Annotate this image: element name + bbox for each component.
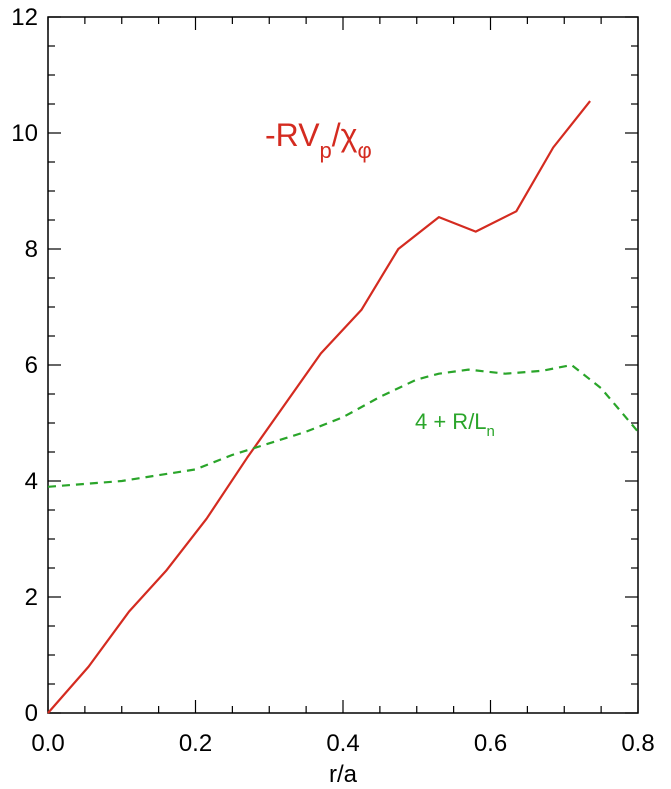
series-label-red-slash: /χ	[332, 117, 358, 153]
series-label-red-main: -RV	[265, 117, 320, 153]
axis-ticks	[47, 16, 639, 714]
y-tick-label: 8	[25, 236, 38, 263]
series-line-green	[47, 363, 639, 488]
tick-labels: 0.0 0.2 0.4 0.6 0.8 0 2 4 6 8 10 12	[11, 4, 654, 757]
x-tick-label: 0.2	[179, 730, 212, 757]
y-tick-label: 12	[11, 4, 38, 31]
x-tick-label: 0.8	[621, 730, 654, 757]
series-label-green-sub: n	[487, 423, 495, 440]
x-tick-label: 0.0	[31, 730, 64, 757]
series-label-green: 4 + R/Ln	[415, 409, 495, 440]
series-label-red-sub1: p	[320, 138, 332, 163]
series-label-red-sub2: φ	[357, 138, 371, 163]
x-tick-label: 0.4	[326, 730, 359, 757]
series-label-red: -RVp/χφ	[265, 117, 372, 163]
y-tick-label: 10	[11, 120, 38, 147]
y-tick-label: 0	[25, 700, 38, 727]
y-tick-label: 4	[25, 468, 38, 495]
series-lines	[47, 100, 639, 714]
x-axis-label: r/a	[329, 761, 358, 788]
y-tick-label: 2	[25, 584, 38, 611]
series-line-red	[47, 100, 591, 714]
x-tick-label: 0.6	[474, 730, 507, 757]
series-label-green-main: 4 + R/L	[415, 409, 487, 434]
y-tick-label: 6	[25, 352, 38, 379]
